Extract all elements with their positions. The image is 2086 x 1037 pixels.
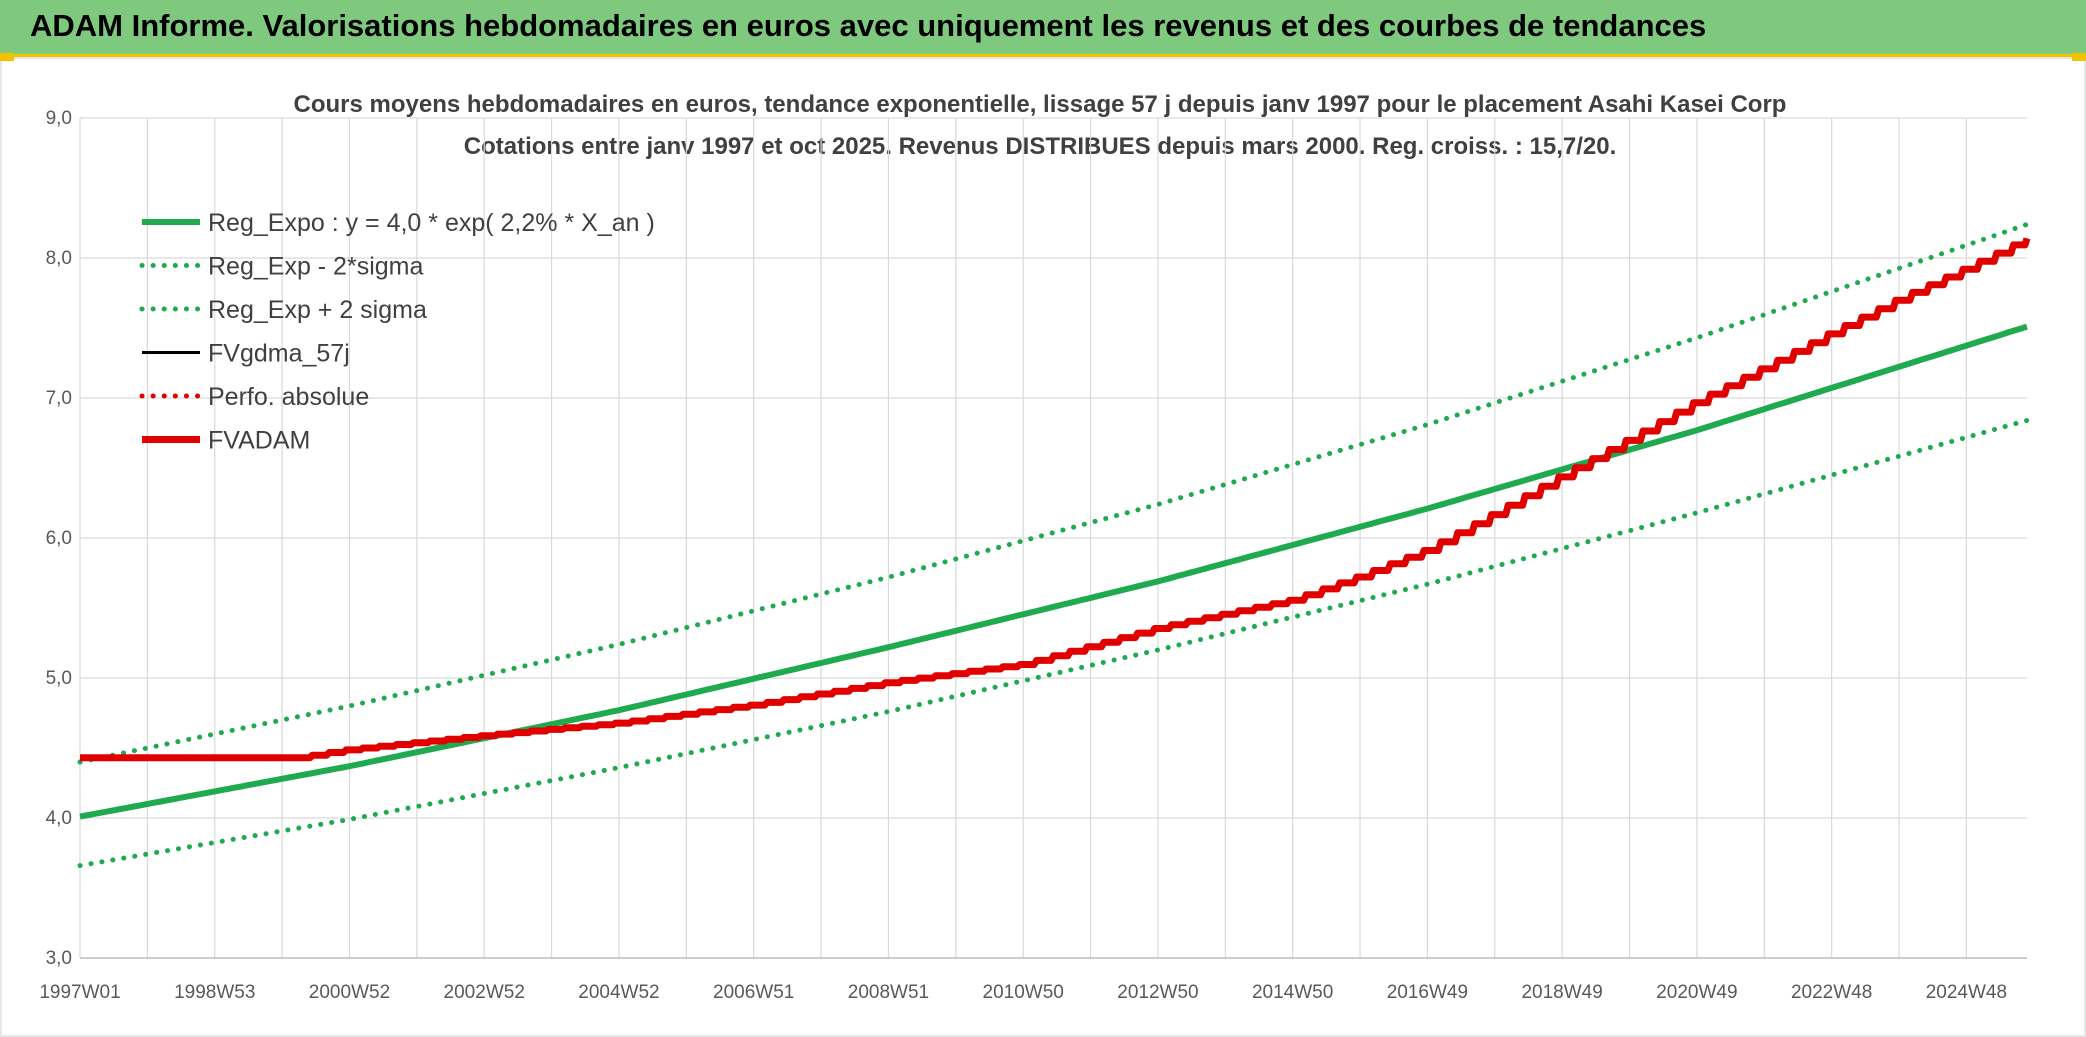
legend-label-1: Reg_Exp - 2*sigma bbox=[208, 253, 423, 281]
legend-label-3: FVgdma_57j bbox=[208, 340, 350, 368]
legend-label-2: Reg_Exp + 2 sigma bbox=[208, 296, 427, 324]
series-layer bbox=[77, 221, 2031, 869]
x-tick-label: 2024W48 bbox=[1926, 982, 2007, 1003]
y-tick-label: 4,0 bbox=[46, 808, 72, 829]
chart-frame bbox=[0, 57, 2086, 1037]
chart-subtitle: Cotations entre janv 1997 et oct 2025. R… bbox=[464, 133, 1616, 160]
x-tick-label: 2020W49 bbox=[1656, 982, 1737, 1003]
x-tick-label: 2012W50 bbox=[1117, 982, 1198, 1003]
x-tick-label: 2004W52 bbox=[578, 982, 659, 1003]
legend-label-0: Reg_Expo : y = 4,0 * exp( 2,2% * X_an ) bbox=[208, 209, 655, 237]
series-line-2 bbox=[77, 221, 2030, 765]
grid-layer bbox=[79, 117, 2027, 959]
y-tick-label: 5,0 bbox=[46, 668, 72, 689]
y-tick-label: 8,0 bbox=[46, 248, 72, 269]
series-line-0 bbox=[79, 323, 2028, 820]
frame-corner-right bbox=[2072, 53, 2086, 61]
chart-title: Cours moyens hebdomadaires en euros, ten… bbox=[294, 91, 1787, 118]
tick-layer: 3,0 4,0 5,0 6,0 7,0 8,0 9,0 1997W01 1998W53 2000W… bbox=[39, 108, 2007, 1003]
x-tick-label: 2010W50 bbox=[983, 982, 1064, 1003]
x-tick-label: 2014W50 bbox=[1252, 982, 1333, 1003]
x-tick-label: 2006W51 bbox=[713, 982, 794, 1003]
x-tick-label: 2018W49 bbox=[1521, 982, 1602, 1003]
x-tick-label: 2002W52 bbox=[444, 982, 525, 1003]
x-tick-label: 2016W49 bbox=[1387, 982, 1468, 1003]
x-tick-label: 1998W53 bbox=[174, 982, 255, 1003]
x-tick-label: 2022W48 bbox=[1791, 982, 1872, 1003]
frame-corner-left bbox=[0, 53, 14, 61]
y-tick-label: 6,0 bbox=[46, 528, 72, 549]
report-banner: ADAM Informe. Valorisations hebdomadaire… bbox=[0, 0, 2086, 57]
y-tick-label: 7,0 bbox=[46, 388, 72, 409]
series-line-1 bbox=[77, 417, 2030, 869]
legend-label-5: FVADAM bbox=[208, 427, 310, 455]
series-line-5 bbox=[80, 237, 2031, 762]
x-tick-label: 1997W01 bbox=[39, 982, 120, 1003]
x-tick-label: 2008W51 bbox=[848, 982, 929, 1003]
x-tick-label: 2000W52 bbox=[309, 982, 390, 1003]
y-tick-label: 3,0 bbox=[46, 948, 72, 969]
legend: Reg_Expo : y = 4,0 * exp( 2,2% * X_an ) R… bbox=[139, 209, 655, 455]
legend-label-4: Perfo. absolue bbox=[208, 383, 369, 411]
report-title: ADAM Informe. Valorisations hebdomadaire… bbox=[30, 8, 1707, 43]
y-tick-label: 9,0 bbox=[46, 108, 72, 129]
